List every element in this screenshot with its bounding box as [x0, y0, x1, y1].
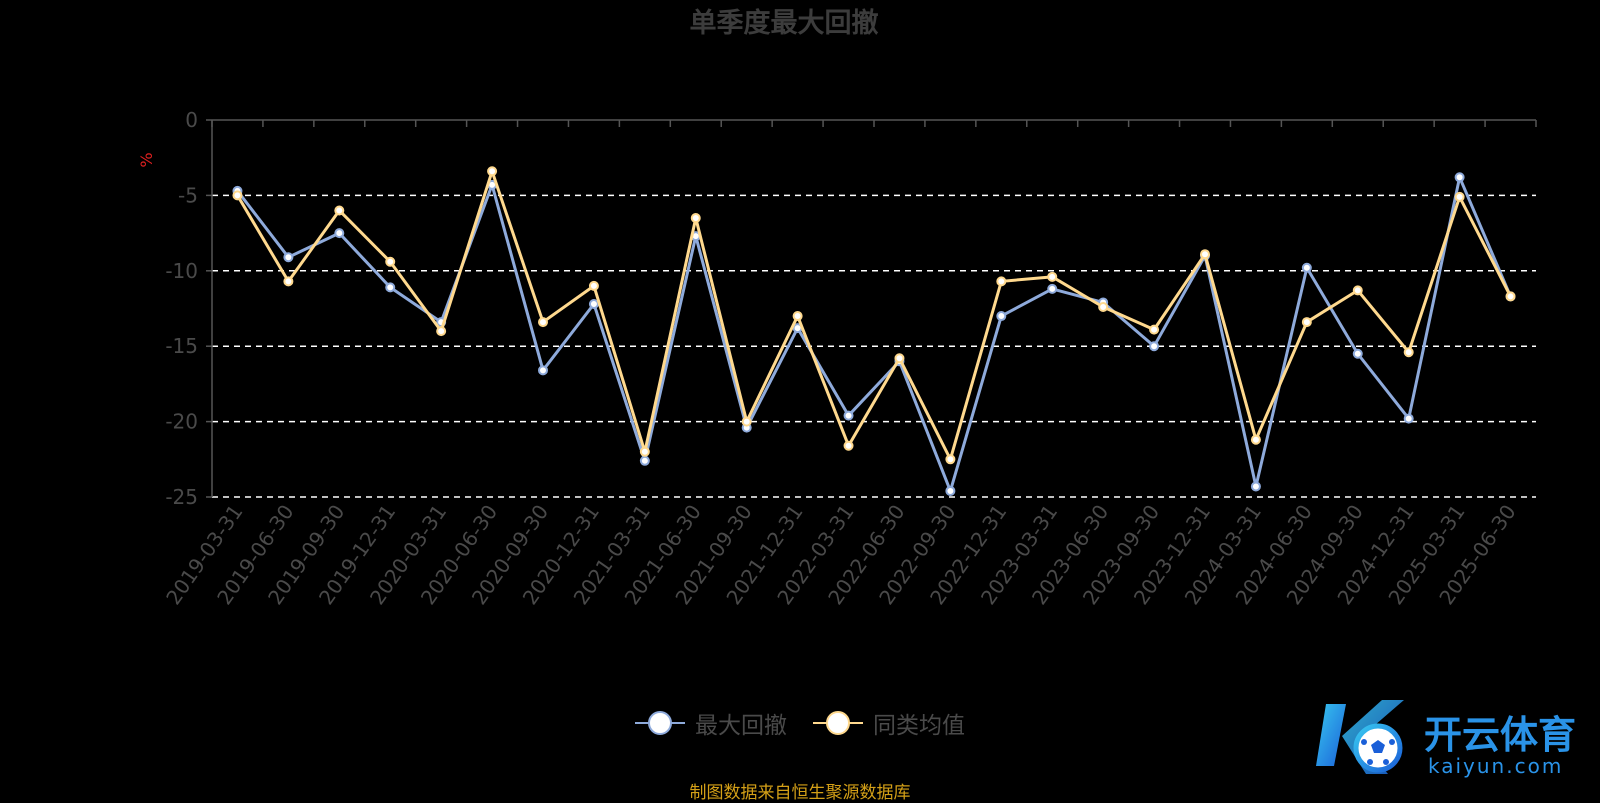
data-point	[996, 311, 1007, 322]
data-point	[487, 166, 498, 177]
brand-logo: 开云体育 kaiyun.com	[1312, 696, 1592, 786]
y-axis-unit: %	[137, 152, 156, 167]
data-point	[639, 455, 650, 466]
data-point	[385, 256, 396, 267]
data-point	[1454, 191, 1465, 202]
series-line	[236, 169, 1512, 461]
logo-name: 开云体育	[1424, 713, 1577, 757]
data-point	[1505, 291, 1516, 302]
y-tick-label: -25	[165, 485, 198, 509]
data-point	[1352, 285, 1363, 296]
data-point	[1200, 249, 1210, 260]
data-point	[639, 446, 650, 457]
data-point	[1149, 324, 1160, 335]
data-point	[945, 485, 956, 496]
series-2	[232, 166, 1516, 465]
y-tick-label: -5	[178, 183, 198, 207]
data-point	[690, 213, 701, 224]
data-point	[283, 252, 294, 263]
data-point	[741, 416, 752, 427]
axes	[206, 119, 1537, 498]
data-point	[1403, 413, 1414, 424]
data-point	[588, 298, 599, 309]
data-point	[1301, 262, 1312, 273]
data-point	[843, 410, 854, 421]
chart-title: 单季度最大回撤	[690, 7, 879, 39]
data-point	[945, 454, 956, 465]
y-tick-label: -20	[165, 410, 198, 434]
data-point	[1047, 271, 1058, 282]
data-point	[1250, 434, 1261, 445]
data-point	[334, 205, 345, 216]
series-1	[232, 172, 1516, 496]
data-point	[1047, 283, 1058, 294]
data-point	[1454, 172, 1465, 183]
data-point	[1403, 347, 1414, 358]
data-point	[538, 317, 548, 328]
legend-label-max-drawdown: 最大回撤	[695, 713, 787, 739]
legend-swatch-peer-average-icon	[813, 709, 863, 737]
data-point	[436, 326, 447, 337]
legend-item-peer-average[interactable]: 同类均值	[813, 706, 965, 740]
data-point	[1250, 481, 1261, 492]
series-line	[236, 175, 1512, 493]
logo-domain: kaiyun.com	[1428, 754, 1564, 778]
legend-item-max-drawdown[interactable]: 最大回撤	[635, 706, 787, 740]
soccer-ball-logo-icon	[1316, 700, 1404, 774]
legend: 最大回撤 同类均值	[0, 706, 1600, 740]
y-tick-labels: 0 -5 -10 -15 -20 -25	[165, 108, 198, 509]
y-tick-label: -15	[165, 334, 198, 358]
data-point	[792, 311, 803, 322]
data-point	[843, 440, 854, 451]
data-point	[232, 190, 243, 201]
data-point	[1352, 348, 1363, 359]
data-point	[1149, 341, 1160, 352]
data-point	[1098, 301, 1109, 312]
legend-label-peer-average: 同类均值	[873, 713, 965, 739]
data-point	[334, 228, 345, 239]
x-tick-labels: 2019-03-312019-06-302019-09-302019-12-31…	[161, 500, 1520, 609]
data-point	[588, 280, 599, 291]
grid-lines	[212, 194, 1536, 498]
data-source-note: 制图数据来自恒生聚源数据库	[689, 783, 911, 803]
legend-swatch-max-drawdown-icon	[635, 709, 685, 737]
data-point	[996, 276, 1007, 287]
data-point	[283, 276, 294, 287]
data-point	[894, 353, 905, 364]
data-point	[385, 282, 396, 293]
data-point	[538, 365, 548, 376]
series-lines	[232, 166, 1516, 496]
y-tick-label: 0	[185, 108, 198, 132]
data-point	[1301, 317, 1312, 328]
y-tick-label: -10	[165, 259, 198, 283]
